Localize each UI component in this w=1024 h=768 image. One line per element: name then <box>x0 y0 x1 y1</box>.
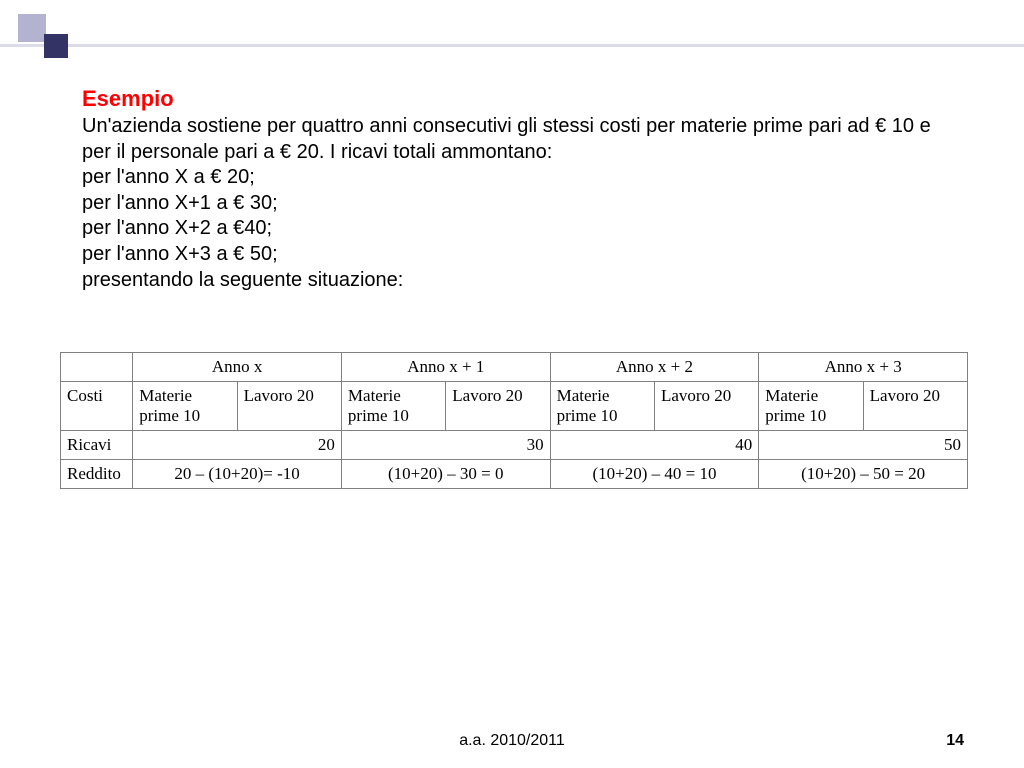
costi-3-1: Lavoro 20 <box>863 382 967 431</box>
header-year-1: Anno x + 1 <box>341 353 550 382</box>
para-line-1: per l'anno X a € 20; <box>82 166 255 188</box>
costi-0-1: Lavoro 20 <box>237 382 341 431</box>
example-paragraph: Un'azienda sostiene per quattro anni con… <box>82 114 952 293</box>
table-row-reddito: Reddito 20 – (10+20)= -10 (10+20) – 30 =… <box>61 460 968 489</box>
table-header-row: Anno x Anno x + 1 Anno x + 2 Anno x + 3 <box>61 353 968 382</box>
table-row-costi: Costi Materie prime 10 Lavoro 20 Materie… <box>61 382 968 431</box>
costi-1-1: Lavoro 20 <box>446 382 550 431</box>
reddito-1: (10+20) – 30 = 0 <box>341 460 550 489</box>
row-label-reddito: Reddito <box>61 460 133 489</box>
para-line-4: per l'anno X+3 a € 50; <box>82 243 278 265</box>
reddito-3: (10+20) – 50 = 20 <box>759 460 968 489</box>
header-decoration <box>0 0 1024 60</box>
para-line-2: per l'anno X+1 a € 30; <box>82 192 278 214</box>
para-line-5: presentando la seguente situazione: <box>82 269 403 291</box>
data-table: Anno x Anno x + 1 Anno x + 2 Anno x + 3 … <box>60 352 968 489</box>
header-year-0: Anno x <box>133 353 342 382</box>
header-year-2: Anno x + 2 <box>550 353 759 382</box>
decoration-square-dark <box>44 34 68 58</box>
footer-text: a.a. 2010/2011 <box>0 732 1024 750</box>
costi-2-1: Lavoro 20 <box>654 382 758 431</box>
ricavi-0: 20 <box>133 431 342 460</box>
row-label-ricavi: Ricavi <box>61 431 133 460</box>
data-table-container: Anno x Anno x + 1 Anno x + 2 Anno x + 3 … <box>60 352 968 489</box>
costi-0-0: Materie prime 10 <box>133 382 237 431</box>
reddito-2: (10+20) – 40 = 10 <box>550 460 759 489</box>
ricavi-2: 40 <box>550 431 759 460</box>
example-heading: Esempio <box>82 86 952 112</box>
decoration-line <box>0 44 1024 47</box>
table-row-ricavi: Ricavi 20 30 40 50 <box>61 431 968 460</box>
page-number: 14 <box>946 732 964 750</box>
costi-2-0: Materie prime 10 <box>550 382 654 431</box>
main-content: Esempio Un'azienda sostiene per quattro … <box>82 86 952 293</box>
ricavi-1: 30 <box>341 431 550 460</box>
costi-3-0: Materie prime 10 <box>759 382 863 431</box>
reddito-0: 20 – (10+20)= -10 <box>133 460 342 489</box>
row-label-costi: Costi <box>61 382 133 431</box>
header-year-3: Anno x + 3 <box>759 353 968 382</box>
para-line-3: per l'anno X+2 a €40; <box>82 217 272 239</box>
decoration-square-light <box>18 14 46 42</box>
header-blank <box>61 353 133 382</box>
para-line-0: Un'azienda sostiene per quattro anni con… <box>82 115 931 163</box>
costi-1-0: Materie prime 10 <box>341 382 445 431</box>
ricavi-3: 50 <box>759 431 968 460</box>
